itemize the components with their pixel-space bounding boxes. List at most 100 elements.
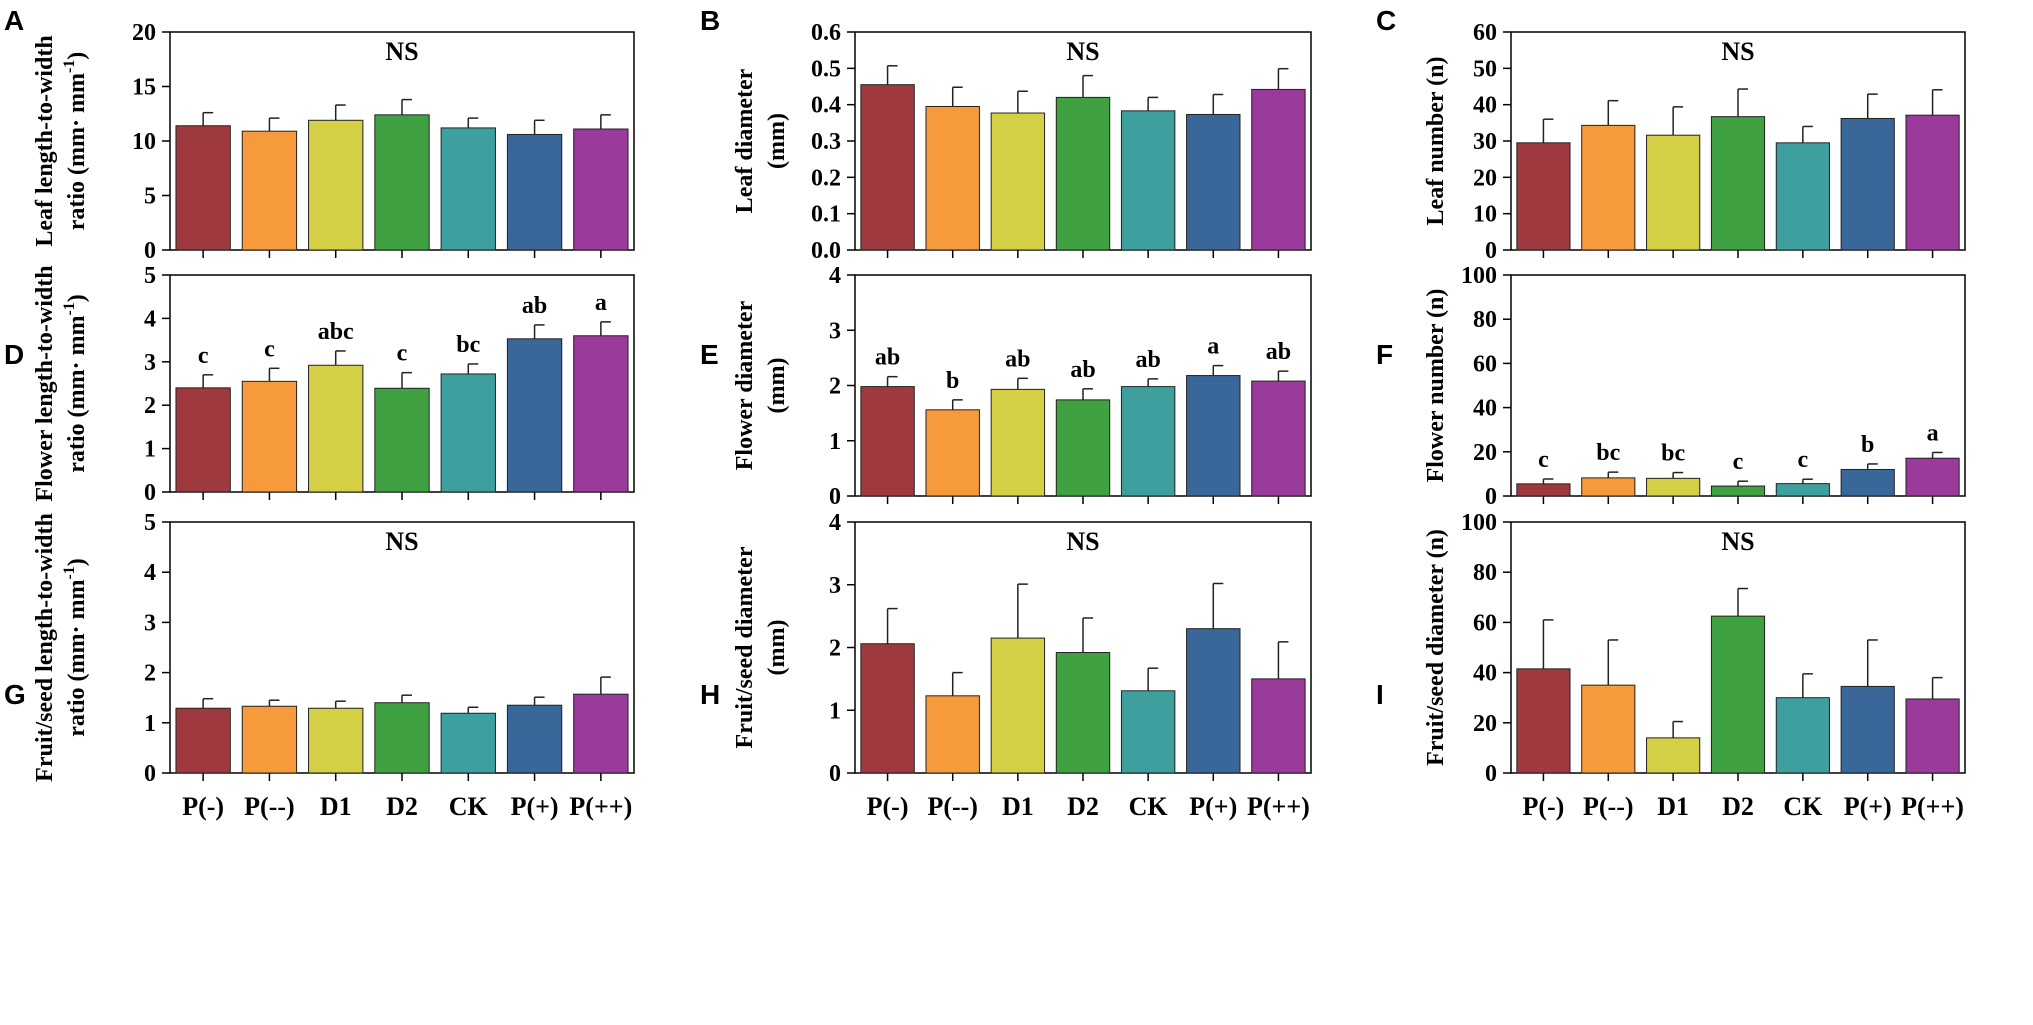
significance-label: a xyxy=(1207,334,1219,360)
bar-p-minus-minus xyxy=(1581,684,1636,774)
ns-annotation: NS xyxy=(1721,37,1754,66)
y-axis-label: Flower length-to-width xyxy=(32,265,58,501)
bar-d2 xyxy=(1710,116,1766,251)
y-tick-label: 1 xyxy=(829,429,841,455)
bar-ck xyxy=(1775,142,1830,251)
y-tick-label: 4 xyxy=(144,560,156,586)
bar-d2 xyxy=(374,387,430,493)
bar-p-minus xyxy=(1516,668,1571,774)
bar-d1 xyxy=(1646,737,1701,774)
panel-e: 0 1 2 3 4 ab b ab ab ab a ab Flower diameter (mm) xyxy=(732,263,1312,510)
y-axis-label: Leaf number (n) xyxy=(1423,57,1449,226)
category-label-p-minus: P(-) xyxy=(1522,792,1564,821)
y-tick-label: 0 xyxy=(829,484,841,510)
bar-d1 xyxy=(990,388,1046,497)
category-axis-labels-panel-h: P(-) P(--) D1 D2 CK P(+) P(++) xyxy=(867,792,1310,821)
ns-annotation: NS xyxy=(1066,37,1099,66)
bar-ck xyxy=(1120,386,1176,497)
significance-label: c xyxy=(1538,447,1549,473)
y-tick-label: 1 xyxy=(829,698,841,724)
y-tick-label: 0.1 xyxy=(811,202,841,228)
significance-label: c xyxy=(397,341,408,367)
significance-label: c xyxy=(198,343,209,369)
category-label-p-minus-minus: P(--) xyxy=(1583,792,1634,821)
bar-p-plus xyxy=(506,133,563,251)
bar-p-minus-minus xyxy=(1581,124,1636,251)
significance-label: ab xyxy=(875,345,900,371)
y-axis-label: Flower diameter xyxy=(732,300,758,470)
significance-label: bc xyxy=(456,332,480,358)
y-axis-label: (mm) xyxy=(764,358,790,414)
y-tick-label: 80 xyxy=(1473,560,1497,586)
panel-b: 0.0 0.1 0.2 0.3 0.4 0.5 0.6 NS Leaf diameter (mm) xyxy=(732,20,1312,264)
y-axis-label: Leaf diameter xyxy=(732,68,758,213)
y-axis-label: ratio (mm· mm-1) xyxy=(61,558,90,737)
y-tick-label: 0.3 xyxy=(811,129,841,155)
significance-label: a xyxy=(595,290,607,316)
bar-d2 xyxy=(1055,652,1111,774)
y-tick-label: 0 xyxy=(1485,484,1497,510)
category-label-p-plus: P(+) xyxy=(511,792,559,821)
significance-label: c xyxy=(264,336,275,362)
y-tick-label: 0 xyxy=(1485,238,1497,264)
bar-ck xyxy=(1120,690,1176,774)
bar-p-plus xyxy=(506,338,563,493)
category-label-p-plus: P(+) xyxy=(1844,792,1892,821)
bar-ck xyxy=(440,127,496,251)
y-axis-label: Fruit/seed length-to-width xyxy=(32,513,58,782)
panel-letter-c: C xyxy=(1376,5,1396,36)
significance-label: bc xyxy=(1596,440,1620,466)
y-tick-label: 5 xyxy=(144,184,156,210)
significance-label: c xyxy=(1733,449,1744,475)
bar-p-plus xyxy=(1186,375,1241,497)
y-tick-label: 0.4 xyxy=(811,93,841,119)
bar-p-plus xyxy=(506,704,563,774)
bar-p-minus xyxy=(175,707,231,774)
panel-letter-d: D xyxy=(4,339,24,370)
bar-p-minus-minus xyxy=(925,409,980,497)
y-tick-label: 60 xyxy=(1473,351,1497,377)
y-tick-label: 5 xyxy=(144,263,156,289)
bar-d1 xyxy=(308,119,364,251)
bar-d2 xyxy=(1710,485,1766,497)
y-tick-label: 10 xyxy=(1473,202,1497,228)
y-axis-label: (mm) xyxy=(764,113,790,169)
category-label-d2: D2 xyxy=(1722,792,1754,821)
bar-p-plus-plus xyxy=(1905,457,1960,497)
y-tick-label: 0.6 xyxy=(811,20,841,46)
y-tick-label: 0 xyxy=(144,480,156,506)
bar-p-plus-plus xyxy=(573,693,629,774)
ns-annotation: NS xyxy=(385,527,418,556)
significance-label: b xyxy=(1861,432,1874,458)
panel-g: 0 1 2 3 4 5 NS Fruit/seed length-to-width ratio … xyxy=(32,510,635,787)
y-tick-label: 100 xyxy=(1461,263,1497,289)
y-axis-label: ratio (mm· mm-1) xyxy=(61,52,90,231)
bar-p-plus-plus xyxy=(1905,114,1960,251)
bar-d2 xyxy=(1055,399,1111,497)
y-tick-label: 30 xyxy=(1473,129,1497,155)
panel-h: 0 1 2 3 4 NS Fruit/seed diameter (mm) xyxy=(732,510,1312,787)
category-label-d1: D1 xyxy=(1657,792,1689,821)
significance-label: ab xyxy=(1070,357,1095,383)
y-axis-label: ratio (mm· mm-1) xyxy=(61,294,90,473)
y-tick-label: 40 xyxy=(1473,93,1497,119)
y-tick-label: 1 xyxy=(144,711,156,737)
bar-ck xyxy=(1775,483,1830,497)
bar-ck xyxy=(1120,110,1176,251)
bar-p-minus-minus xyxy=(1581,477,1636,497)
bar-p-minus-minus xyxy=(241,130,298,251)
category-label-p-minus: P(-) xyxy=(182,792,224,821)
bar-p-minus xyxy=(175,387,231,493)
panel-letter-g: G xyxy=(4,679,26,710)
y-tick-label: 40 xyxy=(1473,396,1497,422)
y-tick-label: 0.0 xyxy=(811,238,841,264)
category-label-d2: D2 xyxy=(1067,792,1099,821)
y-tick-label: 80 xyxy=(1473,307,1497,333)
y-tick-label: 40 xyxy=(1473,661,1497,687)
significance-label: a xyxy=(1927,420,1939,446)
category-label-p-plus-plus: P(++) xyxy=(569,792,632,821)
panel-d: 0 1 2 3 4 5 c c abc c bc ab a Flower length-to-width r… xyxy=(32,263,635,506)
bar-p-plus-plus xyxy=(1251,88,1306,251)
category-label-d1: D1 xyxy=(1002,792,1034,821)
bar-p-plus xyxy=(1840,468,1895,497)
